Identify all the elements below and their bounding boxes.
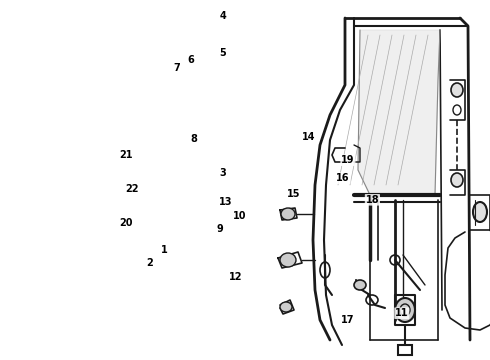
Text: 20: 20 <box>120 218 133 228</box>
Text: 10: 10 <box>233 211 247 221</box>
Text: 9: 9 <box>216 224 223 234</box>
Ellipse shape <box>281 208 295 220</box>
Text: 1: 1 <box>161 245 168 255</box>
Text: 4: 4 <box>220 11 226 21</box>
Text: 6: 6 <box>188 55 195 66</box>
Text: 7: 7 <box>173 63 180 73</box>
Ellipse shape <box>280 253 296 267</box>
Ellipse shape <box>473 202 487 222</box>
Ellipse shape <box>280 302 292 312</box>
Text: 17: 17 <box>341 315 355 325</box>
Text: 21: 21 <box>120 150 133 160</box>
Text: 18: 18 <box>366 195 379 205</box>
Text: 14: 14 <box>302 132 316 142</box>
Ellipse shape <box>354 280 366 290</box>
Ellipse shape <box>451 83 463 97</box>
Text: 12: 12 <box>228 272 242 282</box>
Text: 8: 8 <box>190 134 197 144</box>
Polygon shape <box>358 30 440 195</box>
Text: 5: 5 <box>220 48 226 58</box>
Text: 22: 22 <box>125 184 139 194</box>
Text: 11: 11 <box>395 308 409 318</box>
Text: 15: 15 <box>287 189 301 199</box>
Text: 3: 3 <box>220 168 226 178</box>
Text: 19: 19 <box>341 155 355 165</box>
Text: 16: 16 <box>336 173 350 183</box>
Ellipse shape <box>451 173 463 187</box>
Text: 2: 2 <box>146 258 153 268</box>
Bar <box>398 345 412 355</box>
Text: 13: 13 <box>219 197 232 207</box>
Ellipse shape <box>395 298 415 322</box>
